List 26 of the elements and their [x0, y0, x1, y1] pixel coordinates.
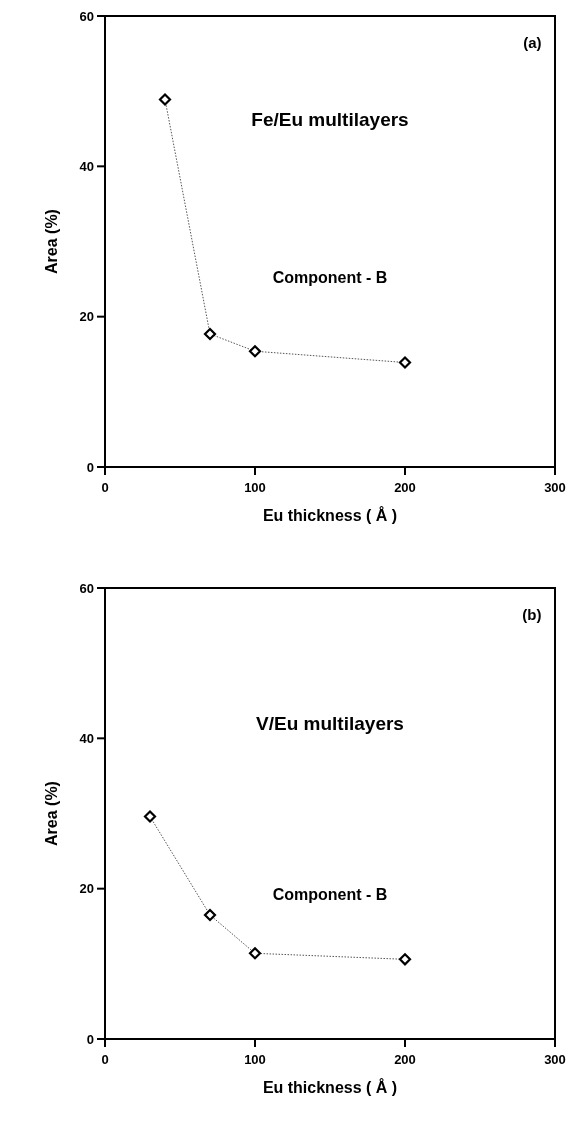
y-tick-label: 40	[79, 158, 94, 174]
x-tick-label: 300	[544, 1052, 566, 1067]
annotation: Component - B	[272, 886, 388, 904]
y-tick-label: 20	[79, 309, 94, 325]
y-tick-label: 20	[79, 881, 94, 897]
x-tick-label: 300	[544, 480, 566, 495]
y-axis-title: Area (%)	[43, 781, 60, 846]
x-tick-label: 200	[394, 1052, 416, 1067]
y-axis-title: Area (%)	[43, 209, 60, 274]
x-tick-label: 200	[394, 480, 416, 495]
annotation: Component - B	[272, 269, 388, 287]
annotation: (b)	[522, 606, 542, 624]
y-tick-label: 60	[79, 580, 94, 596]
x-tick-label: 100	[244, 1052, 266, 1067]
x-tick-label: 0	[101, 480, 109, 495]
annotation: V/Eu multilayers	[256, 712, 404, 734]
x-tick-label: 100	[244, 480, 266, 495]
y-tick-label: 0	[86, 459, 94, 475]
y-tick-label: 40	[79, 730, 94, 746]
x-axis-title: Eu thickness ( Å )	[262, 506, 398, 524]
y-tick-label: 0	[86, 1031, 94, 1047]
x-tick-label: 0	[101, 1052, 109, 1067]
y-tick-label: 60	[79, 8, 94, 24]
annotation: (a)	[523, 34, 542, 52]
annotation: Fe/Eu multilayers	[251, 109, 409, 131]
x-axis-title: Eu thickness ( Å )	[262, 1078, 398, 1096]
